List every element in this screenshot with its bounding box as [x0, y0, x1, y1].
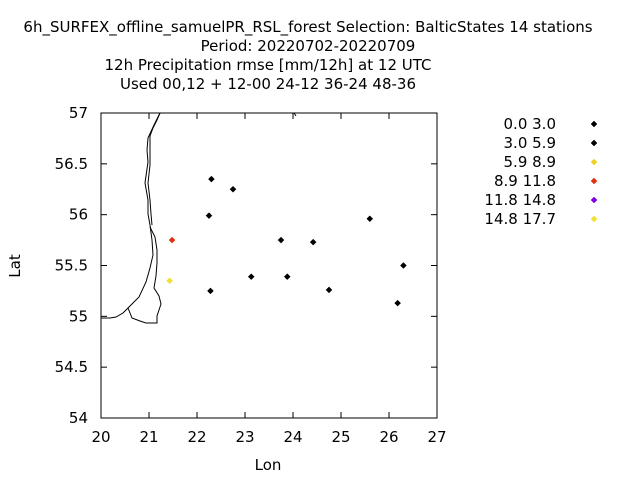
station-point: [366, 215, 374, 223]
x-tick-label: 22: [187, 428, 206, 446]
x-tick-label: 21: [139, 428, 158, 446]
station-point: [277, 236, 285, 244]
station-point: [208, 175, 215, 183]
legend-label: 14.8 17.7: [484, 210, 556, 228]
y-tick-label: 56: [69, 206, 88, 224]
chart-title-line-2: Period: 20220702-20220709: [201, 37, 416, 55]
station-point: [166, 277, 173, 285]
station-point: [247, 273, 255, 281]
legend-label: 0.0 3.0: [504, 115, 556, 133]
legend: 0.0 3.03.0 5.95.9 8.98.9 11.811.8 14.814…: [484, 115, 598, 228]
station-point: [309, 238, 317, 246]
station-point: [168, 236, 176, 244]
legend-label: 11.8 14.8: [484, 191, 556, 209]
x-tick-label: 20: [91, 428, 110, 446]
x-tick-label: 25: [331, 428, 350, 446]
y-tick-label: 54: [69, 409, 88, 427]
x-axis-label: Lon: [255, 456, 282, 474]
x-tick-label: 24: [283, 428, 302, 446]
legend-marker: [590, 215, 598, 223]
station-point: [394, 299, 401, 307]
data-points: [166, 175, 407, 307]
station-point: [400, 262, 407, 269]
plot-frame: [100, 112, 438, 419]
x-tick-label: 27: [427, 428, 446, 446]
legend-marker: [590, 196, 598, 204]
y-tick-label: 55.5: [55, 257, 88, 275]
y-tick-label: 57: [69, 104, 88, 122]
legend-marker: [590, 177, 598, 185]
station-point: [283, 273, 291, 281]
legend-label: 3.0 5.9: [504, 134, 556, 152]
coastline: [101, 112, 297, 324]
y-tick-label: 54.5: [55, 358, 88, 376]
x-tick-label: 23: [235, 428, 254, 446]
legend-label: 8.9 11.8: [494, 172, 556, 190]
axis-ticks: 20 21 22 23 24 25 26 27 54 54.5 55 55.5 56 56.5 57: [55, 104, 447, 446]
y-tick-label: 56.5: [55, 155, 88, 173]
legend-marker: [590, 139, 598, 147]
y-axis-label: Lat: [6, 254, 24, 278]
station-point: [229, 185, 237, 193]
chart-title-line-1: 6h_SURFEX_offline_samuelPR_RSL_forest Se…: [23, 18, 592, 37]
chart-title-line-3: 12h Precipitation rmse [mm/12h] at 12 UT…: [105, 56, 432, 74]
station-point: [205, 212, 213, 220]
x-tick-label: 26: [379, 428, 398, 446]
station-point: [207, 287, 214, 295]
station-point: [325, 286, 333, 294]
legend-marker: [590, 158, 598, 166]
y-tick-label: 55: [69, 307, 88, 325]
legend-label: 5.9 8.9: [504, 153, 556, 171]
legend-marker: [590, 120, 598, 128]
chart-title-line-4: Used 00,12 + 12-00 24-12 36-24 48-36: [120, 75, 416, 93]
